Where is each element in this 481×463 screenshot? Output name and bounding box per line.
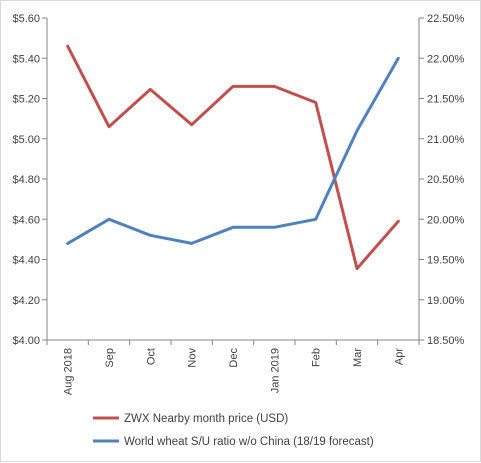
x-tick-label: Apr <box>393 348 405 365</box>
x-tick-label: Oct <box>145 348 157 365</box>
x-tick-label: Nov <box>187 348 199 368</box>
left-tick-label: $5.20 <box>12 94 40 106</box>
right-tick-label: 19.00% <box>427 295 465 307</box>
right-tick-label: 19.50% <box>427 255 465 267</box>
left-tick-label: $5.60 <box>12 13 40 25</box>
x-tick-label: Dec <box>228 348 240 368</box>
series-lines-group <box>68 46 399 269</box>
x-tick-label: Sep <box>104 348 116 368</box>
left-tick-label: $4.60 <box>12 214 40 226</box>
right-tick-label: 20.00% <box>427 214 465 226</box>
x-tick-label: Aug 2018 <box>63 348 75 395</box>
right-tick-label: 18.50% <box>427 335 465 347</box>
left-tick-label: $5.00 <box>12 134 40 146</box>
x-tick-label: Feb <box>311 348 323 367</box>
left-tick-label: $4.80 <box>12 174 40 186</box>
right-tick-label: 20.50% <box>427 174 465 186</box>
right-tick-label: 22.50% <box>427 13 465 25</box>
left-tick-label: $5.40 <box>12 53 40 65</box>
series-line-1 <box>68 46 399 268</box>
right-tick-label: 22.00% <box>427 53 465 65</box>
x-tick-label: Mar <box>352 348 364 367</box>
right-tick-label: 21.00% <box>427 134 465 146</box>
left-tick-label: $4.40 <box>12 255 40 267</box>
right-tick-label: 21.50% <box>427 94 465 106</box>
legend-label-2: World wheat S/U ratio w/o China (18/19 f… <box>124 436 374 448</box>
x-tick-label: Jan 2019 <box>269 348 281 393</box>
legend-label-1: ZWX Nearby month price (USD) <box>124 413 288 425</box>
left-tick-label: $4.00 <box>12 335 40 347</box>
left-tick-label: $4.20 <box>12 295 40 307</box>
legend-group: ZWX Nearby month price (USD) World wheat … <box>93 413 374 448</box>
